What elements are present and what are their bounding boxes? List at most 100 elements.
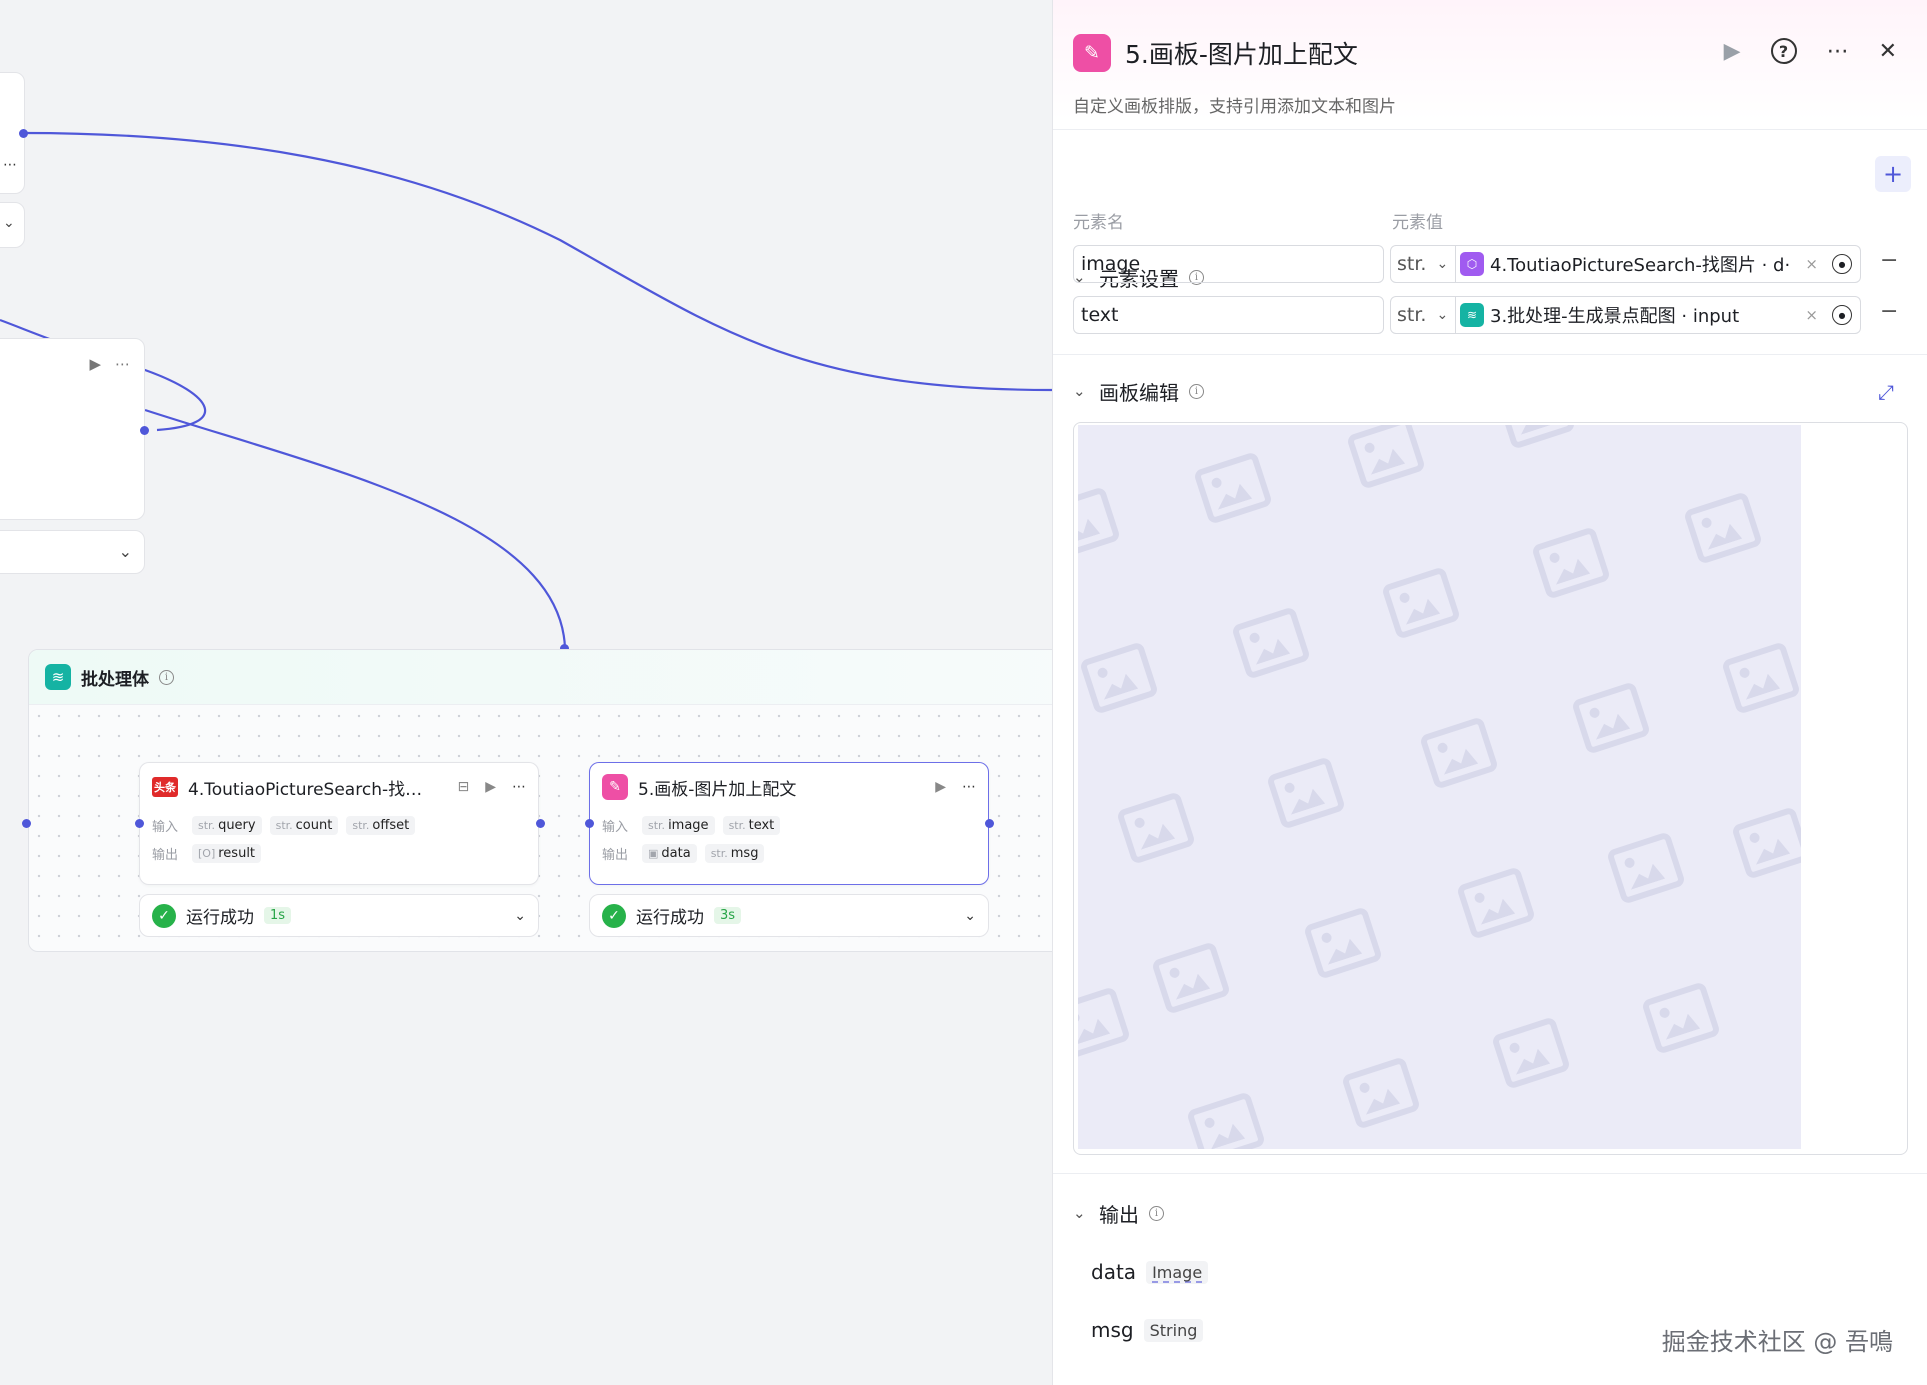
node-toutiao-search[interactable]: 头条 4.ToutiaoPictureSearch-找… ⊟ ▶ ⋯ 输入 st… — [139, 762, 539, 885]
section-title: 元素设置 — [1099, 266, 1179, 291]
remove-element-button[interactable]: − — [1880, 299, 1899, 324]
port-dot[interactable] — [19, 129, 28, 138]
node-title: 4.ToutiaoPictureSearch-找… — [188, 779, 423, 800]
element-value-reference[interactable]: ⬡ 4.ToutiaoPictureSearch-找图片 · d· × ● — [1456, 245, 1861, 283]
image-placeholder-icon — [1230, 606, 1312, 680]
port-dot[interactable] — [22, 819, 31, 828]
chevron-down-icon[interactable]: ⌄ — [514, 907, 526, 924]
image-placeholder-icon — [1078, 986, 1132, 1060]
output-label: 输出 — [152, 847, 179, 863]
copy-icon[interactable]: ⊟ — [457, 779, 470, 795]
more-icon[interactable]: ⋯ — [1826, 38, 1849, 64]
image-placeholder-icon — [1078, 486, 1122, 560]
info-icon[interactable]: i — [1189, 269, 1204, 285]
more-icon[interactable]: ⋯ — [512, 779, 526, 795]
image-placeholder-icon — [1380, 566, 1462, 640]
chevron-down-icon[interactable]: ⌄ — [1073, 1204, 1086, 1222]
panel-title[interactable]: 5.画板-图片加上配文 — [1125, 40, 1358, 69]
batch-icon: ≋ — [1460, 303, 1484, 327]
type-select[interactable]: str. ⌄ — [1390, 245, 1456, 283]
canvas-board-icon: ✎ — [1073, 34, 1111, 72]
status-text: 运行成功 — [186, 908, 254, 928]
info-icon[interactable]: i — [1149, 1205, 1164, 1221]
output-tag: str. msg — [704, 843, 765, 863]
more-icon[interactable]: ⋯ — [3, 157, 17, 173]
clear-icon[interactable]: × — [1805, 255, 1818, 273]
help-icon[interactable]: ? — [1770, 38, 1797, 64]
image-placeholder-icon — [1490, 1016, 1572, 1090]
image-placeholder-icon — [1340, 1056, 1422, 1130]
info-icon[interactable]: i — [1189, 383, 1204, 399]
section-header[interactable]: ⌄ 元素设置 i — [1053, 251, 1224, 303]
input-tag: str. query — [192, 815, 262, 835]
partial-node-a-status[interactable]: ⌄ — [0, 202, 25, 248]
clear-icon[interactable]: × — [1805, 306, 1818, 324]
section-header[interactable]: ⌄ 输出 i — [1053, 1187, 1184, 1239]
node-title: 5.画板-图片加上配文 — [638, 779, 797, 800]
image-placeholder-icon — [1185, 1091, 1267, 1149]
image-placeholder-icon — [1605, 831, 1687, 905]
chevron-down-icon[interactable]: ⌄ — [118, 542, 132, 561]
element-value-reference[interactable]: ≋ 3.批处理-生成景点配图 · input × ● — [1456, 296, 1861, 334]
image-icon: ▣ — [648, 846, 659, 860]
more-icon[interactable]: ⋯ — [115, 355, 130, 373]
node-run-status[interactable]: ✓ 运行成功 1s ⌄ — [139, 894, 539, 937]
partial-node-b-status[interactable]: ⌄ — [0, 530, 145, 574]
output-tag: [O] result — [192, 843, 262, 863]
board-canvas-area[interactable] — [1078, 425, 1801, 1149]
target-icon[interactable]: ● — [1832, 254, 1852, 274]
more-icon[interactable]: ⋯ — [962, 779, 976, 795]
chevron-down-icon[interactable]: ⌄ — [964, 907, 976, 924]
divider — [1053, 1173, 1927, 1174]
batch-title: 批处理体 — [81, 669, 149, 690]
port-dot[interactable] — [536, 819, 545, 828]
port-dot[interactable] — [585, 819, 594, 828]
panel-description[interactable]: 自定义画板排版，支持引用添加文本和图片 — [1073, 97, 1396, 117]
chevron-down-icon[interactable]: ⌄ — [1073, 382, 1086, 400]
section-header[interactable]: ⌄ 画板编辑 i — [1053, 365, 1224, 417]
input-tag: str. offset — [346, 815, 416, 835]
input-tag: str. text — [722, 815, 781, 835]
type-select[interactable]: str. ⌄ — [1390, 296, 1456, 334]
elements-section: ⌄ 元素设置 i — [1053, 130, 1927, 355]
input-tag: str. count — [269, 815, 339, 835]
image-placeholder-icon — [1192, 451, 1274, 525]
partial-node-a[interactable]: ⋯ — [0, 72, 25, 194]
image-placeholder-icon — [1150, 941, 1232, 1015]
run-icon[interactable]: ▶ — [89, 355, 101, 373]
node-run-status[interactable]: ✓ 运行成功 3s ⌄ — [589, 894, 989, 937]
remove-element-button[interactable]: − — [1880, 248, 1899, 273]
port-dot[interactable] — [140, 426, 149, 435]
element-name-input[interactable]: text — [1073, 296, 1384, 334]
expand-icon[interactable]: ⤢ — [1878, 380, 1894, 404]
status-text: 运行成功 — [636, 908, 704, 928]
chevron-down-icon[interactable]: ⌄ — [3, 215, 15, 231]
batch-icon: ≋ — [45, 664, 71, 690]
run-icon[interactable]: ▶ — [935, 779, 946, 795]
workflow-canvas[interactable]: ⋯ ⌄ ▶ ⋯ ⌄ ≋ 批处理体 i 头条 4.ToutiaoPictureSea… — [0, 0, 1052, 1385]
output-type-badge[interactable]: Image — [1146, 1260, 1209, 1284]
output-type-badge: String — [1143, 1318, 1204, 1342]
input-label: 输入 — [602, 819, 629, 835]
port-dot[interactable] — [135, 819, 144, 828]
image-placeholder-icon — [1115, 791, 1197, 865]
node-canvas-board[interactable]: ✎ 5.画板-图片加上配文 ▶ ⋯ 输入 str. image str. text … — [589, 762, 989, 885]
run-icon[interactable]: ▶ — [485, 779, 496, 795]
duration-badge: 1s — [264, 907, 292, 924]
add-element-button[interactable]: + — [1875, 156, 1911, 192]
canvas-board-editor[interactable] — [1073, 422, 1908, 1155]
info-icon[interactable]: i — [159, 669, 174, 685]
image-placeholder-icon — [1640, 981, 1722, 1055]
duration-badge: 3s — [714, 907, 742, 924]
node-config-panel: ✎ 5.画板-图片加上配文 ▶ ? ⋯ ✕ 自定义画板排版，支持引用添加文本和图… — [1052, 0, 1927, 1385]
port-dot[interactable] — [985, 819, 994, 828]
port-dot[interactable] — [560, 644, 569, 653]
input-label: 输入 — [152, 819, 179, 835]
element-name-input[interactable]: image — [1073, 245, 1384, 283]
image-placeholder-icon — [1730, 806, 1801, 880]
close-icon[interactable]: ✕ — [1878, 38, 1897, 64]
plugin-icon: ⬡ — [1460, 252, 1484, 276]
target-icon[interactable]: ● — [1832, 305, 1852, 325]
run-icon[interactable]: ▶ — [1723, 38, 1741, 64]
partial-node-b[interactable]: ▶ ⋯ — [0, 338, 145, 520]
